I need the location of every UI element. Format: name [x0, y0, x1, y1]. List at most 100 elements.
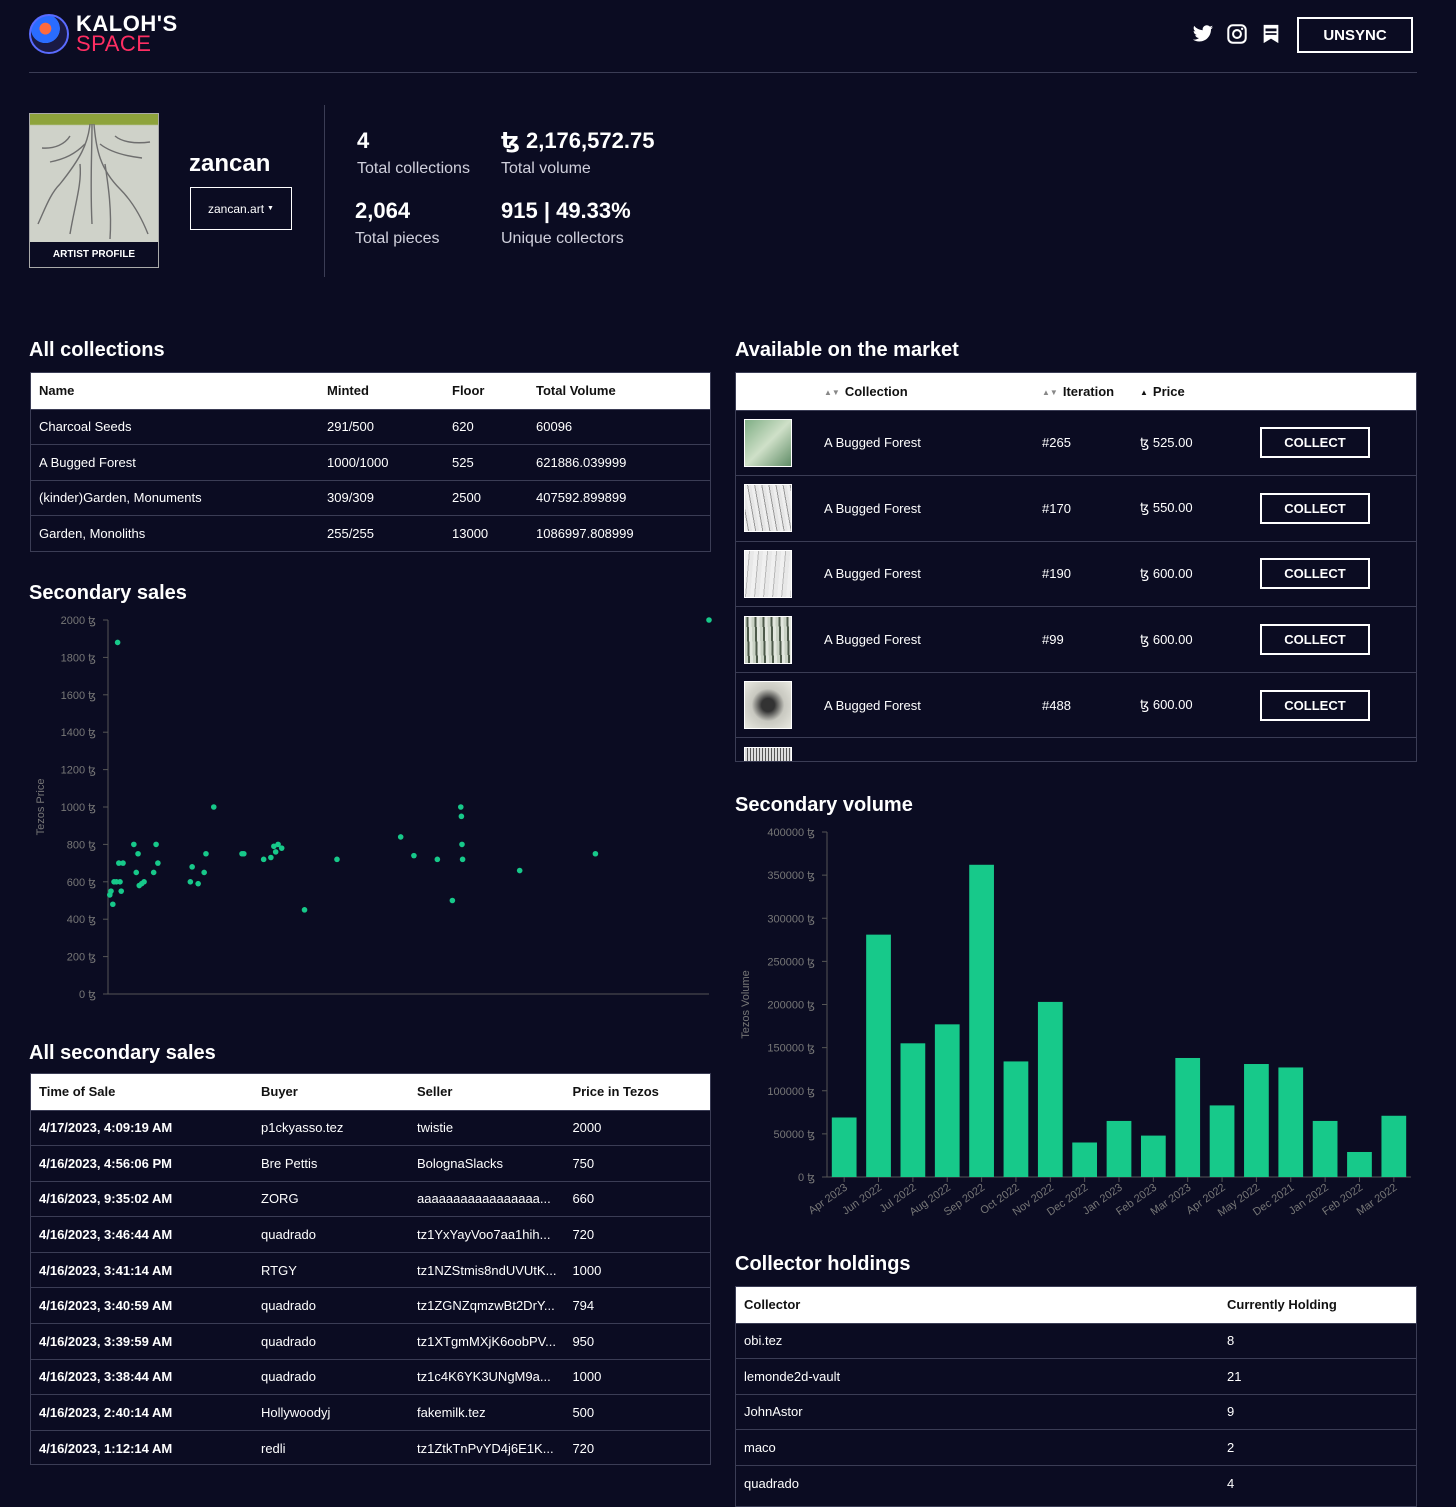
- instagram-icon[interactable]: [1226, 23, 1248, 45]
- volume-bar[interactable]: [1037, 1001, 1063, 1177]
- table-row[interactable]: Garden, Monoliths 255/255 13000 1086997.…: [31, 515, 710, 552]
- unsync-button[interactable]: UNSYNC: [1297, 17, 1413, 53]
- scatter-point[interactable]: [153, 841, 159, 848]
- scatter-point[interactable]: [150, 869, 157, 876]
- column-header[interactable]: Collector: [736, 1287, 1219, 1323]
- volume-bar[interactable]: [900, 1043, 926, 1177]
- volume-bar[interactable]: [1244, 1064, 1269, 1177]
- column-header[interactable]: Seller: [409, 1074, 565, 1110]
- table-row[interactable]: 4/17/2023, 4:09:19 AM p1ckyasso.tez twisti…: [31, 1109, 710, 1146]
- volume-bar[interactable]: [934, 1024, 960, 1177]
- scatter-point[interactable]: [120, 860, 126, 866]
- scatter-point[interactable]: [116, 860, 122, 866]
- column-header[interactable]: Name: [31, 373, 319, 409]
- market-row[interactable]: A Bugged Forest #170 ꜩ 550.00 COLLECT: [736, 475, 1416, 542]
- column-header[interactable]: Time of Sale: [31, 1074, 253, 1110]
- scatter-point[interactable]: [260, 856, 267, 863]
- scatter-point[interactable]: [155, 860, 161, 866]
- collect-button[interactable]: COLLECT: [1260, 624, 1370, 656]
- scatter-point[interactable]: [201, 869, 207, 876]
- artwork-thumbnail[interactable]: [744, 484, 792, 533]
- volume-bar[interactable]: [1106, 1120, 1132, 1177]
- scatter-point[interactable]: [203, 850, 209, 857]
- table-row[interactable]: JohnAstor 9: [736, 1393, 1416, 1430]
- table-row[interactable]: 4/16/2023, 9:35:02 AM ZORG aaaaaaaaaaaaaaa…: [31, 1180, 710, 1217]
- table-row[interactable]: 4/16/2023, 3:41:14 AM RTGY tz1NZStmis8ndUV…: [31, 1251, 710, 1288]
- scatter-point[interactable]: [278, 845, 285, 851]
- artwork-thumbnail[interactable]: [744, 549, 792, 598]
- sort-price-header[interactable]: ▲ Price: [1132, 373, 1252, 410]
- scatter-point[interactable]: [141, 879, 147, 885]
- table-row[interactable]: 4/16/2023, 1:12:14 AM redli tz1ZtkTnPvYD4j…: [31, 1429, 710, 1464]
- column-header[interactable]: Buyer: [253, 1074, 409, 1110]
- table-row[interactable]: (kinder)Garden, Monuments 309/309 2500 4…: [31, 479, 710, 516]
- artwork-thumbnail[interactable]: [744, 418, 792, 467]
- scatter-point[interactable]: [268, 854, 274, 861]
- scatter-point[interactable]: [131, 841, 137, 848]
- table-row[interactable]: 4/16/2023, 3:40:59 AM quadrado tz1ZGNZqmzw…: [31, 1287, 710, 1324]
- table-row[interactable]: maco 2: [736, 1429, 1416, 1466]
- column-header[interactable]: Total Volume: [528, 373, 710, 409]
- market-row[interactable]: [736, 737, 1416, 761]
- scatter-point[interactable]: [706, 617, 712, 623]
- collect-button[interactable]: COLLECT: [1260, 558, 1370, 590]
- table-row[interactable]: A Bugged Forest 1000/1000 525 621886.039…: [31, 444, 710, 481]
- scatter-point[interactable]: [189, 864, 195, 870]
- artwork-thumbnail[interactable]: [744, 615, 792, 664]
- scatter-point[interactable]: [187, 879, 194, 885]
- market-row[interactable]: A Bugged Forest #488 ꜩ 600.00 COLLECT: [736, 671, 1416, 738]
- column-header[interactable]: Price in Tezos: [564, 1074, 710, 1110]
- scatter-point[interactable]: [195, 880, 201, 887]
- artwork-thumbnail[interactable]: [744, 747, 792, 761]
- scatter-point[interactable]: [334, 856, 340, 863]
- scatter-point[interactable]: [397, 834, 404, 840]
- scatter-point[interactable]: [271, 843, 277, 850]
- table-row[interactable]: obi.tez 8: [736, 1322, 1416, 1359]
- scatter-point[interactable]: [272, 849, 279, 855]
- scatter-point[interactable]: [275, 841, 281, 848]
- artist-avatar-card[interactable]: ARTIST PROFILE: [29, 113, 159, 268]
- volume-bar[interactable]: [1003, 1061, 1029, 1177]
- table-row[interactable]: 4/16/2023, 2:40:14 AM Hollywoodyj fakemilk…: [31, 1394, 710, 1431]
- scatter-point[interactable]: [457, 804, 464, 810]
- volume-bar[interactable]: [831, 1117, 857, 1177]
- volume-bar[interactable]: [1312, 1120, 1338, 1177]
- scatter-point[interactable]: [434, 856, 441, 863]
- volume-bar[interactable]: [1347, 1151, 1372, 1177]
- sort-iteration-header[interactable]: ▲▼ Iteration: [1034, 373, 1132, 410]
- table-row[interactable]: 4/16/2023, 3:46:44 AM quadrado tz1YxYayVoo…: [31, 1216, 710, 1253]
- scatter-point[interactable]: [114, 639, 121, 646]
- volume-bar[interactable]: [1072, 1142, 1098, 1178]
- collect-button[interactable]: COLLECT: [1260, 427, 1370, 459]
- scatter-point[interactable]: [516, 867, 523, 874]
- volume-bar[interactable]: [1209, 1105, 1235, 1177]
- collect-button[interactable]: COLLECT: [1260, 492, 1370, 524]
- market-row[interactable]: A Bugged Forest #99 ꜩ 600.00 COLLECT: [736, 606, 1416, 673]
- scatter-point[interactable]: [411, 852, 417, 859]
- objkt-icon[interactable]: [1260, 23, 1282, 45]
- scatter-point[interactable]: [459, 841, 465, 848]
- market-row[interactable]: A Bugged Forest #190 ꜩ 600.00 COLLECT: [736, 540, 1416, 607]
- table-row[interactable]: lemonde2d-vault 21: [736, 1358, 1416, 1395]
- volume-bar[interactable]: [1278, 1067, 1304, 1177]
- scatter-point[interactable]: [241, 850, 247, 857]
- scatter-point[interactable]: [459, 856, 466, 863]
- volume-bar[interactable]: [969, 864, 994, 1177]
- scatter-point[interactable]: [449, 897, 456, 904]
- scatter-point[interactable]: [110, 901, 116, 908]
- collect-button[interactable]: COLLECT: [1260, 689, 1370, 721]
- site-dropdown[interactable]: zancan.art ▼: [190, 187, 292, 230]
- column-header[interactable]: Floor: [444, 373, 528, 409]
- volume-bar[interactable]: [1175, 1057, 1201, 1177]
- volume-bar[interactable]: [1140, 1135, 1166, 1177]
- table-row[interactable]: 4/16/2023, 3:38:44 AM quadrado tz1c4K6YK3U…: [31, 1358, 710, 1395]
- scatter-point[interactable]: [133, 869, 140, 876]
- sort-collection-header[interactable]: ▲▼ Collection: [816, 373, 1034, 410]
- scatter-point[interactable]: [592, 850, 599, 857]
- volume-bar[interactable]: [866, 934, 891, 1177]
- column-header[interactable]: Minted: [319, 373, 444, 409]
- market-row[interactable]: A Bugged Forest #265 ꜩ 525.00 COLLECT: [736, 409, 1416, 476]
- scatter-point[interactable]: [108, 888, 114, 894]
- scatter-point[interactable]: [210, 804, 217, 810]
- scatter-point[interactable]: [135, 850, 141, 857]
